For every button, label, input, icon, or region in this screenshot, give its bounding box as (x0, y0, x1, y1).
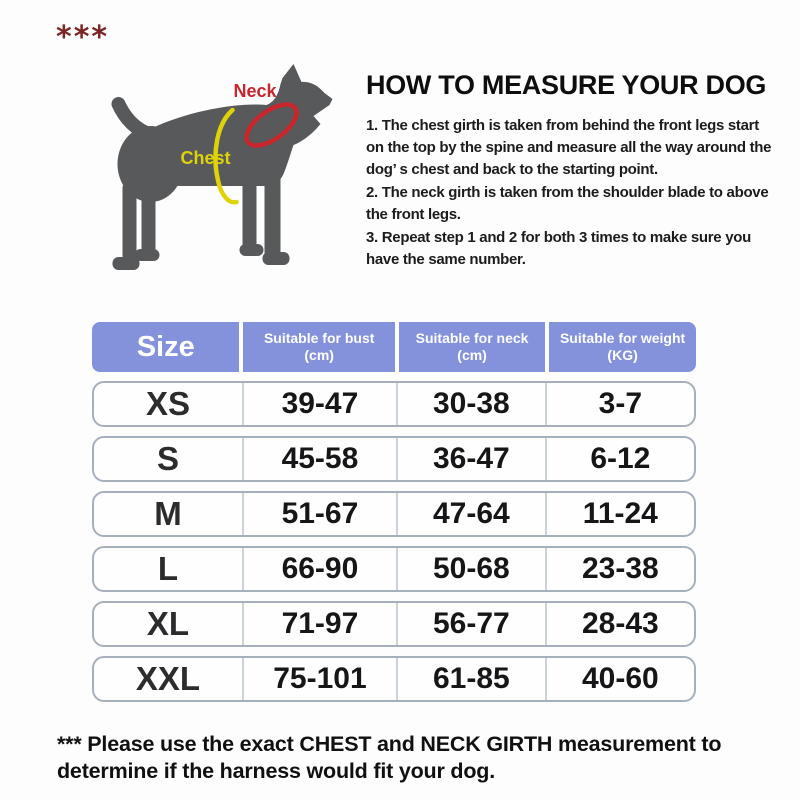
size-chart-header: Size Suitable for bust (cm) Suitable for… (92, 322, 696, 372)
size-chart: Size Suitable for bust (cm) Suitable for… (92, 322, 696, 702)
dog-haunch (117, 126, 184, 202)
corner-asterisks-mark: *** (56, 20, 110, 55)
table-row-xs: XS 39-47 30-38 3-7 (92, 381, 696, 427)
header-bust: Suitable for bust (cm) (239, 322, 395, 372)
table-row-s: S 45-58 36-47 6-12 (92, 436, 696, 482)
instruction-step-1: 1. The chest girth is taken from behind … (366, 117, 772, 178)
instruction-step-3: 3. Repeat step 1 and 2 for both 3 times … (366, 229, 751, 268)
dog-legs (112, 147, 290, 270)
instruction-step-2: 2. The neck girth is taken from the shou… (366, 184, 769, 223)
neck-girth-ring (244, 102, 299, 148)
table-row-xxl: XXL 75-101 61-85 40-60 (92, 656, 696, 702)
chest-label: Chest (181, 148, 231, 168)
dog-measure-diagram: Neck Chest (111, 64, 333, 270)
chest-girth-line (213, 107, 239, 205)
page-title: HOW TO MEASURE YOUR DOG (366, 70, 767, 100)
header-weight: Suitable for weight (KG) (545, 322, 696, 372)
fit-note: *** Please use the exact CHEST and NECK … (57, 732, 722, 783)
table-row-l: L 66-90 50-68 23-38 (92, 546, 696, 592)
neck-label: Neck (234, 81, 278, 101)
header-neck: Suitable for neck (cm) (394, 322, 545, 372)
table-row-xl: XL 71-97 56-77 28-43 (92, 601, 696, 647)
howto-section: HOW TO MEASURE YOUR DOG 1. The chest gir… (366, 70, 778, 272)
header-size: Size (136, 330, 195, 363)
table-row-m: M 51-67 47-64 11-24 (92, 491, 696, 537)
